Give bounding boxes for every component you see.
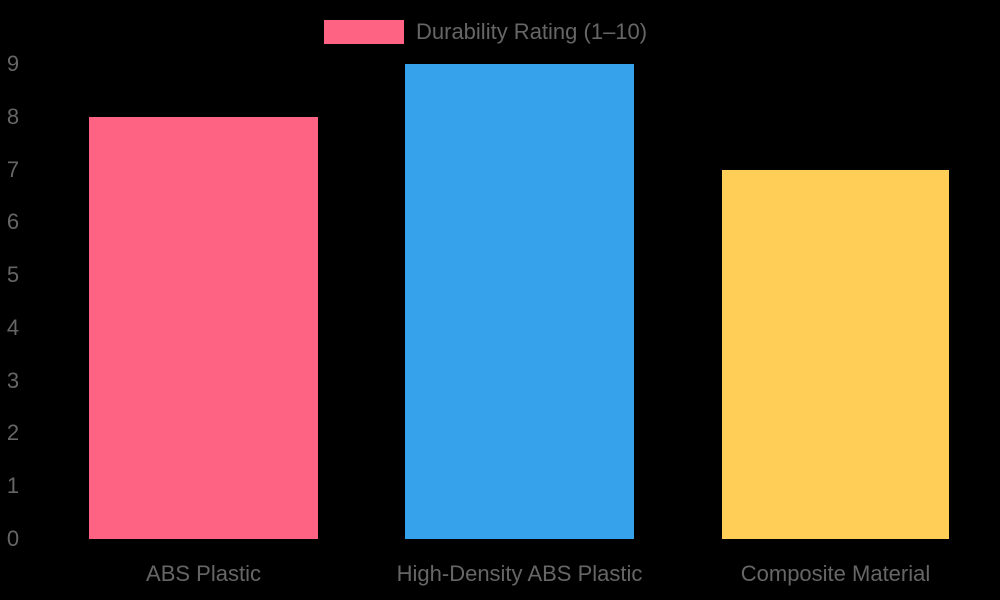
y-axis-tick-label: 5 [6, 262, 20, 288]
y-axis-tick-label: 4 [6, 314, 20, 340]
y-axis-tick-label: 2 [6, 420, 20, 446]
y-axis-tick-label: 7 [6, 156, 20, 182]
bar-composite-material[interactable] [722, 169, 949, 539]
x-axis-category-label: ABS Plastic [146, 561, 261, 586]
y-axis-tick-label: 1 [6, 473, 20, 499]
y-axis-tick-label: 9 [6, 51, 20, 76]
y-axis-tick-label: 6 [6, 209, 20, 235]
legend-label: Durability Rating (1–10) [416, 19, 648, 44]
y-axis-tick-label: 0 [6, 526, 20, 551]
x-axis-category-label: Composite Material [740, 561, 931, 586]
bar-high-density-abs-plastic[interactable] [405, 64, 634, 539]
y-axis-tick-label: 8 [6, 103, 20, 129]
chart-legend[interactable]: Durability Rating (1–10) [324, 19, 647, 45]
bar-abs-plastic[interactable] [89, 116, 318, 539]
y-axis-tick-label: 3 [6, 367, 20, 393]
x-axis-category-label: High-Density ABS Plastic [396, 561, 643, 586]
legend-swatch [324, 20, 404, 44]
